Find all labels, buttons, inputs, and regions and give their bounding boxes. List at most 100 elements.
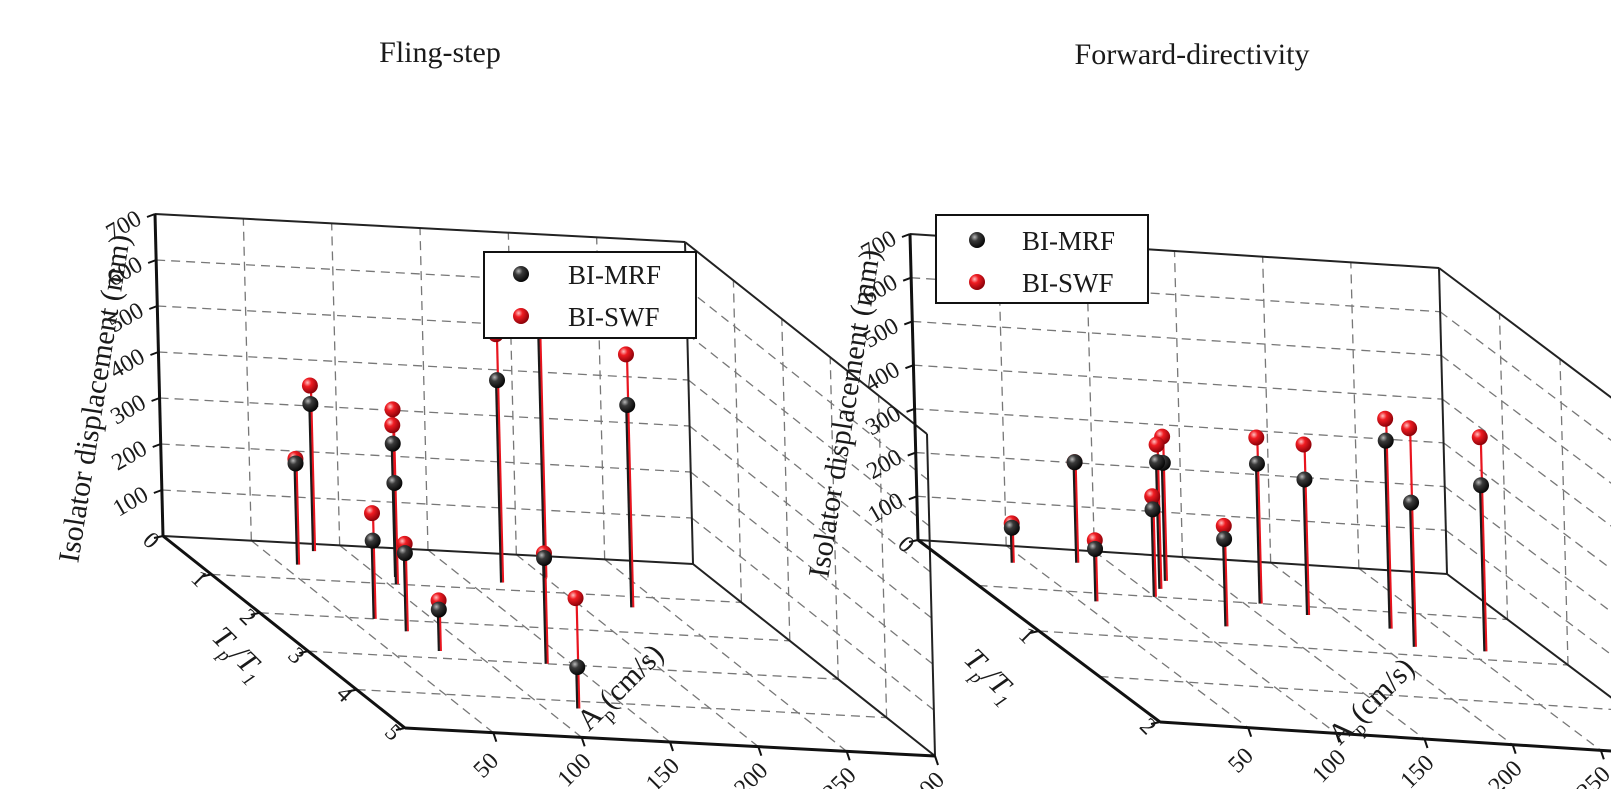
legend-label-bi-swf: BI-SWF [568,302,660,332]
grid-line [1559,358,1569,666]
z-tick-mark [148,305,158,310]
grid-line [419,227,429,551]
point-bi-swf [384,401,401,418]
point-bi-swf [301,377,318,394]
stem-bi-mrf [1383,440,1391,629]
stem-bi-mrf [293,463,299,565]
z-tick-mark [150,351,159,356]
grid-line [1350,262,1360,569]
y-tick-label: 150 [641,753,685,789]
box-edge [162,535,694,565]
point-bi-swf [384,417,401,434]
grid-line [1445,529,1611,656]
grid-line [781,318,791,641]
z-tick-mark [152,443,162,448]
z-tick-mark [902,276,912,282]
point-bi-swf [1248,429,1265,446]
grid-line [1038,630,1569,666]
legend-box [935,214,1149,304]
z-tick-mark [905,364,914,370]
x-tick-label: 1 [186,566,213,593]
z-tick-mark [906,407,915,413]
grid-line [1446,573,1611,699]
x-tick-label: 0 [137,527,164,554]
x-axis-title-slash: /T [223,637,267,681]
grid-line [691,517,935,711]
stem-bi-mrf [1072,462,1078,563]
y-tick-mark [580,737,586,747]
grid-line [1442,398,1611,527]
grid-line [829,357,839,680]
point-bi-mrf [396,545,413,562]
stem-bi-swf [575,598,581,709]
x-tick-mark [250,611,261,616]
z-tick-mark [151,397,160,402]
x-tick-label: 2 [234,604,261,631]
grid-line [877,395,888,718]
z-axis-line [153,213,165,537]
y-tick-label: 50 [469,748,504,783]
z-tick-mark [908,495,918,501]
point-bi-mrf [1377,432,1394,449]
stem-bi-mrf [536,310,546,578]
grid-line [211,573,742,604]
data-points [287,256,636,676]
grid-line [688,379,931,573]
stem-bi-mrf [541,557,547,664]
point-bi-mrf [1149,454,1166,471]
legend-label-bi-mrf: BI-MRF [1022,226,1115,256]
x-axis-title: Tp/T1 [958,642,1019,713]
grid-line [1443,442,1611,570]
stem-bi-mrf [1302,479,1309,616]
grid-line [356,688,887,719]
grid-line [1099,675,1611,711]
y-tick-label: 150 [1396,750,1440,789]
stem-bi-mrf [625,404,633,608]
box-edge [1446,573,1611,699]
x-tick-label: 5 [379,719,406,746]
x-tick-mark [298,650,309,655]
x-tick-mark [347,688,357,693]
box-edge [1438,267,1448,575]
stem-bi-mrf [370,540,375,619]
grid-line [1093,550,1337,734]
z-tick-label: 300 [106,390,150,431]
y-tick-mark [1247,727,1253,737]
point-bi-mrf [1296,471,1313,488]
grid-line [914,408,1444,444]
x-tick-mark [1150,721,1161,725]
legend-marker-bi-mrf [513,266,529,282]
point-bi-mrf [287,455,304,472]
grid-line [978,584,1508,621]
stem-bi-mrf [494,380,503,583]
grid-line [689,425,932,619]
point-bi-mrf [1473,477,1490,494]
y-tick-label: 200 [729,758,773,789]
point-bi-swf [1471,429,1488,446]
y-tick-mark [1599,750,1605,760]
stem-bi-swf [309,385,317,552]
x-tick-mark [395,727,406,731]
z-tick-label: 100 [109,482,153,523]
point-bi-mrf [386,475,403,491]
legend: BI-MRF BI-SWF [483,251,697,339]
stems [1009,418,1488,652]
grid-line [1005,545,1249,729]
stem-bi-mrf [402,553,407,632]
y-axis-title-unit: (cm/s) [1344,651,1422,729]
y-tick-label: 50 [1224,743,1259,778]
point-bi-mrf [1144,501,1161,518]
stem-bi-mrf [1154,462,1161,589]
grid-line [686,333,930,527]
box-edge [154,213,686,243]
y-tick-label: 100 [553,748,597,789]
grid-line [1498,313,1509,620]
point-bi-mrf [1216,530,1233,547]
legend-marker-bi-swf [513,308,529,324]
point-bi-mrf [1248,455,1265,472]
grid-line [915,451,1445,488]
svg-text:Ap(cm/s): Ap(cm/s) [1321,651,1425,755]
grid-line [250,540,494,734]
z-tick-mark [903,320,913,326]
grid-line [1262,256,1272,563]
